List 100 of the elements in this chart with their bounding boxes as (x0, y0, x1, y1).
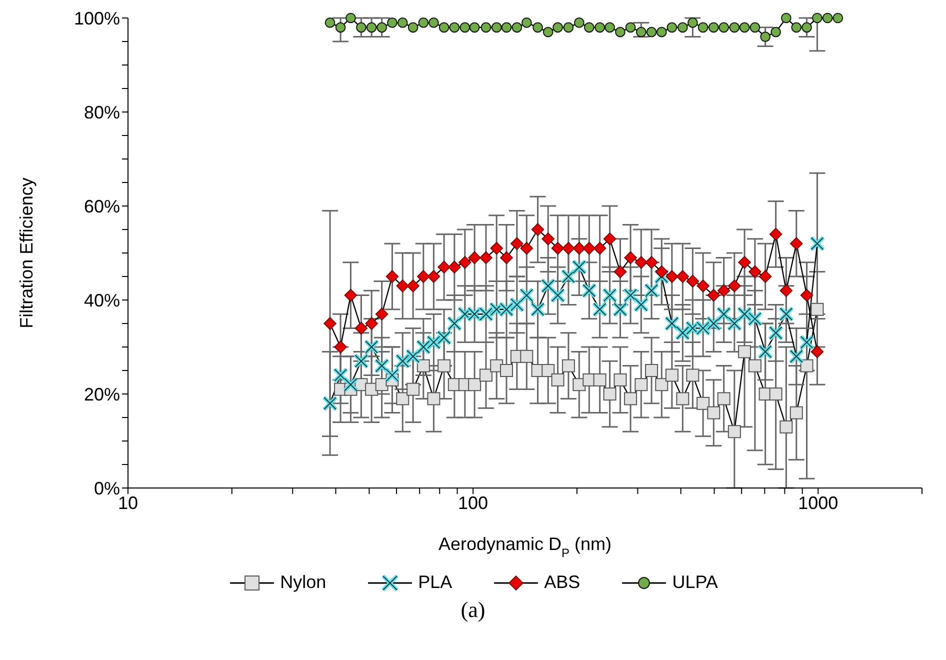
point (542, 364, 555, 377)
point (542, 232, 555, 246)
point (655, 265, 668, 278)
point (572, 242, 586, 255)
point (594, 22, 606, 33)
point (791, 22, 802, 33)
point (769, 388, 782, 400)
point (739, 22, 750, 33)
point (800, 288, 814, 302)
point (812, 12, 822, 24)
point (551, 373, 564, 386)
point (375, 308, 388, 320)
point (750, 22, 760, 33)
point (408, 22, 418, 33)
point (810, 345, 824, 358)
point (417, 270, 430, 283)
point (324, 18, 336, 28)
point (790, 406, 803, 420)
point (346, 12, 356, 24)
x-tick-label: 100 (458, 492, 488, 513)
point (604, 22, 615, 33)
point (832, 12, 844, 24)
point (677, 22, 688, 33)
point (780, 284, 793, 297)
point (551, 242, 564, 255)
point (728, 280, 741, 292)
point (666, 22, 678, 33)
point (780, 12, 792, 24)
point (738, 256, 751, 269)
y-tick-label: 80% (84, 102, 120, 122)
point (500, 364, 514, 377)
point (707, 288, 720, 302)
y-tick-label: 40% (84, 290, 120, 310)
point (770, 26, 781, 38)
point (365, 317, 378, 330)
point (655, 378, 668, 392)
y-tick-label: 60% (84, 196, 120, 216)
point (418, 18, 429, 28)
point (624, 251, 637, 264)
point (490, 242, 503, 255)
point (334, 340, 347, 354)
point (344, 288, 358, 302)
point (520, 350, 534, 363)
point (521, 18, 532, 28)
point (790, 237, 803, 250)
legend-label: Nylon (280, 572, 326, 593)
point (624, 392, 638, 406)
point (386, 270, 399, 283)
point (748, 359, 762, 372)
point (531, 223, 544, 236)
y-tick-label: 100% (74, 8, 120, 28)
point (562, 242, 575, 255)
point (563, 22, 574, 33)
point (458, 256, 472, 269)
point (615, 26, 626, 38)
y-axis-title: Filtration Efficiency (16, 178, 36, 328)
point (686, 274, 700, 288)
point (501, 22, 512, 33)
point (625, 22, 636, 33)
point (500, 251, 513, 264)
legend-label: ABS (544, 572, 580, 593)
point (708, 22, 719, 33)
point (717, 392, 730, 406)
point (688, 18, 698, 28)
point (387, 18, 398, 28)
point (460, 22, 470, 33)
legend-label: ULPA (672, 572, 718, 593)
point (366, 22, 377, 33)
point (717, 284, 730, 297)
point (634, 256, 648, 269)
legend-label: PLA (418, 572, 452, 593)
point (354, 322, 368, 335)
point (468, 378, 482, 392)
point (335, 22, 346, 33)
point (510, 237, 524, 250)
point (396, 280, 410, 292)
point (729, 22, 740, 33)
point (427, 270, 440, 283)
point (376, 22, 388, 33)
point (698, 22, 708, 33)
point (532, 22, 543, 33)
point (416, 359, 430, 372)
point (802, 22, 812, 33)
point (780, 420, 793, 434)
point (584, 22, 594, 33)
point (614, 373, 627, 386)
point (676, 270, 690, 283)
point (427, 392, 440, 406)
point (696, 396, 710, 410)
point (396, 392, 410, 406)
point (542, 26, 554, 38)
point (665, 368, 678, 382)
point (582, 242, 596, 255)
point (406, 382, 420, 396)
point (656, 26, 667, 38)
x-tick-label: 1000 (798, 492, 838, 513)
point (479, 368, 492, 382)
point (593, 373, 606, 386)
point (406, 280, 420, 292)
y-tick-label: 0% (94, 478, 120, 498)
